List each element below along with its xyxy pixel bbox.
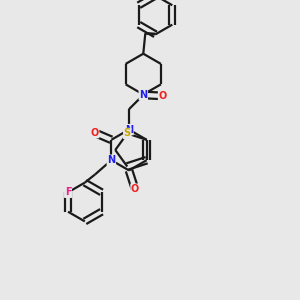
Text: O: O: [158, 91, 167, 101]
Text: O: O: [91, 128, 99, 138]
Text: O: O: [131, 184, 139, 194]
Text: F: F: [65, 187, 71, 197]
Text: N: N: [125, 124, 133, 135]
Text: S: S: [124, 128, 131, 139]
Text: N: N: [139, 89, 147, 100]
Text: N: N: [107, 155, 116, 165]
